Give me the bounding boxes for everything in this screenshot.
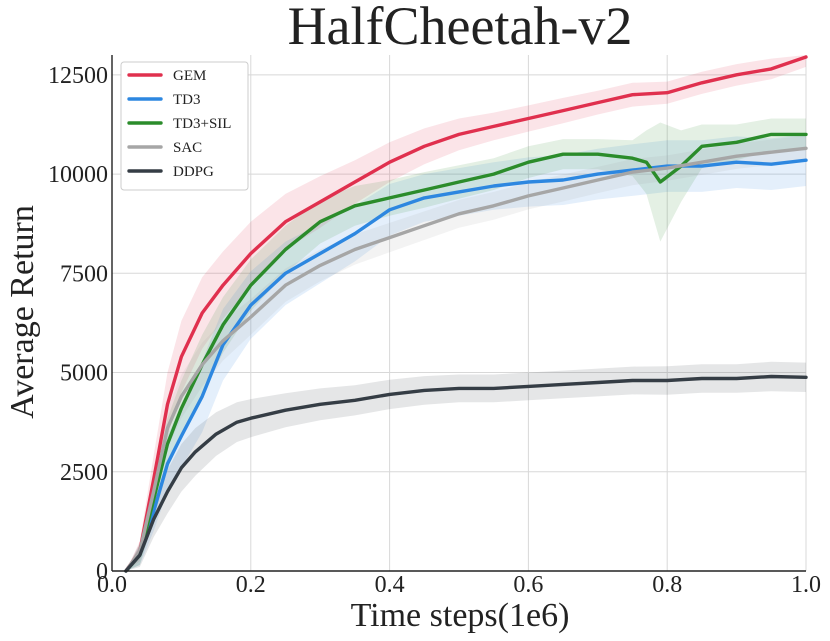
y-axis-label: Average Return bbox=[4, 205, 41, 419]
x-tick-label: 0.6 bbox=[513, 572, 543, 598]
x-tick-label: 0.4 bbox=[375, 572, 405, 598]
x-tick-label: 0.8 bbox=[652, 572, 682, 598]
legend-label-sac: SAC bbox=[173, 140, 202, 156]
series-line-td3-sil bbox=[124, 132, 808, 573]
confidence-bands bbox=[125, 55, 806, 571]
y-tick-label: 7500 bbox=[60, 261, 108, 287]
series-line-sac bbox=[124, 146, 808, 573]
legend-label-ddpg: DDPG bbox=[173, 164, 214, 180]
band-td3-sil bbox=[125, 118, 806, 571]
grid-lines bbox=[112, 55, 807, 571]
series-line-gem bbox=[124, 55, 808, 573]
axes-spines bbox=[111, 55, 806, 572]
band-sac bbox=[125, 135, 806, 571]
series-line-ddpg bbox=[124, 374, 808, 573]
y-tick-label: 12500 bbox=[48, 63, 108, 89]
legend-label-td3: TD3 bbox=[173, 92, 201, 108]
y-tick-label: 5000 bbox=[60, 361, 108, 387]
y-tick-label: 2500 bbox=[60, 460, 108, 486]
band-td3 bbox=[125, 134, 806, 571]
x-tick-label: 0.0 bbox=[97, 572, 127, 598]
x-axis-label: Time steps(1e6) bbox=[351, 597, 570, 634]
x-tick-label: 1.0 bbox=[791, 572, 821, 598]
y-tick-label: 10000 bbox=[48, 162, 108, 188]
legend: GEM TD3 TD3+SIL SAC DDPG bbox=[120, 61, 249, 191]
x-tick-label: 0.2 bbox=[236, 572, 266, 598]
legend-label-td3-sil: TD3+SIL bbox=[173, 116, 231, 132]
band-ddpg bbox=[125, 361, 806, 571]
chart-title: HalfCheetah-v2 bbox=[288, 0, 633, 56]
legend-box bbox=[120, 61, 249, 191]
series-lines bbox=[124, 55, 808, 573]
tick-labels: 0.0 0.2 0.4 0.6 0.8 1.0 0 2500 5000 7500 10000 1250… bbox=[48, 63, 821, 598]
y-tick-label: 0 bbox=[96, 559, 108, 585]
legend-label-gem: GEM bbox=[173, 68, 206, 84]
